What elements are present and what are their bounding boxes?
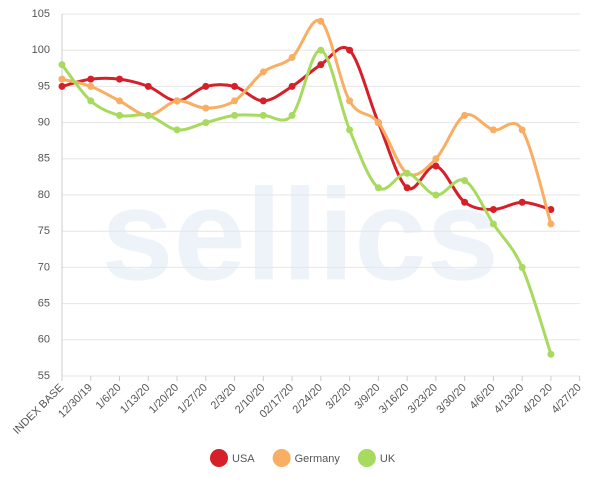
x-tick-label: 4/27/20 xyxy=(549,382,583,416)
data-point xyxy=(432,155,440,163)
legend-label: UK xyxy=(380,453,396,465)
data-point xyxy=(547,350,555,358)
data-point xyxy=(461,177,469,185)
data-point xyxy=(288,82,296,90)
data-point xyxy=(489,126,497,134)
y-tick-label: 70 xyxy=(38,261,50,273)
data-point xyxy=(547,205,555,213)
data-point xyxy=(259,111,267,119)
data-point xyxy=(58,82,66,90)
data-point xyxy=(144,111,152,119)
data-point xyxy=(173,97,181,105)
x-tick-label: 4/20 20 xyxy=(521,382,555,416)
legend-label: Germany xyxy=(295,453,341,465)
data-point xyxy=(173,126,181,134)
data-point xyxy=(317,17,325,25)
data-point xyxy=(231,111,239,119)
y-tick-label: 90 xyxy=(38,117,50,129)
legend-swatch xyxy=(272,449,291,467)
data-point xyxy=(317,61,325,69)
data-point xyxy=(518,126,526,134)
data-point xyxy=(231,82,239,90)
x-tick-label: 2/24/20 xyxy=(291,382,325,416)
data-point xyxy=(461,198,469,206)
x-tick-label: 1/27/20 xyxy=(176,382,210,416)
data-point xyxy=(144,82,152,90)
x-tick-label: 3/2/20 xyxy=(324,382,354,412)
data-point xyxy=(403,184,411,192)
data-point xyxy=(489,205,497,213)
y-tick-label: 65 xyxy=(38,298,50,310)
y-tick-label: 95 xyxy=(38,80,50,92)
data-point xyxy=(116,75,124,83)
data-point xyxy=(489,220,497,228)
y-tick-label: 55 xyxy=(38,370,50,382)
data-point xyxy=(432,162,440,170)
legend-swatch xyxy=(210,449,228,467)
y-tick-label: 75 xyxy=(38,225,50,237)
y-tick-label: 105 xyxy=(32,8,50,20)
legend-label: USA xyxy=(232,453,255,465)
data-point xyxy=(374,119,382,127)
data-point xyxy=(259,97,267,105)
x-tick-label: 3/16/20 xyxy=(377,382,411,416)
data-point xyxy=(346,126,354,134)
data-point xyxy=(116,97,124,105)
data-point xyxy=(259,68,267,76)
y-tick-label: 100 xyxy=(32,44,50,56)
data-point xyxy=(461,111,469,119)
x-tick-label: 4/13/20 xyxy=(492,382,526,416)
data-point xyxy=(202,82,210,90)
data-point xyxy=(87,97,95,105)
data-point xyxy=(432,191,440,199)
data-point xyxy=(202,119,210,127)
data-point xyxy=(58,61,66,69)
data-point xyxy=(346,46,354,54)
data-point xyxy=(116,111,124,119)
y-tick-label: 60 xyxy=(38,334,50,346)
data-point xyxy=(288,111,296,119)
data-point xyxy=(288,53,296,61)
data-point xyxy=(518,198,526,206)
x-tick-label: 1/20/20 xyxy=(147,382,181,416)
data-point xyxy=(374,184,382,192)
legend-swatch xyxy=(357,449,376,467)
x-tick-label: 3/23/20 xyxy=(406,382,440,416)
x-tick-label: 3/30/20 xyxy=(434,382,468,416)
data-point xyxy=(58,75,66,83)
data-point xyxy=(231,97,239,105)
watermark: sellics xyxy=(101,161,499,307)
data-point xyxy=(202,104,210,112)
data-point xyxy=(518,263,526,271)
data-point xyxy=(547,220,555,228)
data-point xyxy=(87,75,95,83)
x-tick-label: 1/13/20 xyxy=(118,382,152,416)
data-point xyxy=(317,46,325,54)
data-point xyxy=(346,97,354,105)
y-tick-label: 85 xyxy=(38,153,50,165)
data-point xyxy=(87,82,95,90)
data-point xyxy=(403,169,411,177)
y-tick-label: 80 xyxy=(38,189,50,201)
